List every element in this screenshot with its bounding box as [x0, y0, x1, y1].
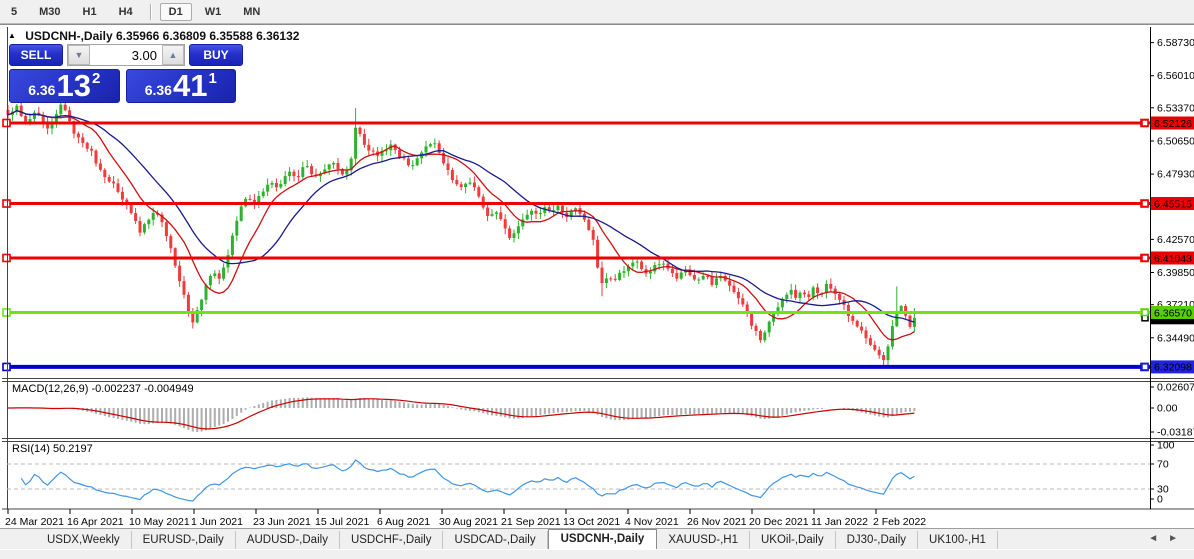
line-anchor-handle[interactable]	[2, 199, 11, 208]
sell-pipette: 2	[91, 70, 101, 87]
line-anchor-handle[interactable]	[2, 118, 11, 128]
price-badge: 6.45515	[1141, 197, 1194, 210]
svg-text:6.36570: 6.36570	[1154, 307, 1192, 319]
chart-tab-ukoil-daily[interactable]: UKOil-,Daily	[750, 531, 836, 549]
price-axis-label: 6.58730	[1157, 37, 1194, 49]
price-badge: 6.36570	[1141, 306, 1194, 319]
price-axis-label: 6.53370	[1157, 102, 1194, 114]
svg-text:6.52126: 6.52126	[1154, 118, 1192, 130]
candles-layer	[6, 93, 916, 367]
date-axis-label: 23 Jun 2021	[253, 516, 311, 528]
chart-tab-usdchf-daily[interactable]: USDCHF-,Daily	[340, 531, 444, 549]
price-axis-label: 6.39850	[1157, 267, 1194, 279]
date-axis-label: 6 Aug 2021	[377, 516, 430, 528]
sell-button[interactable]: SELL	[9, 44, 63, 66]
date-axis-label: 16 Apr 2021	[67, 516, 124, 528]
indicator-axis-label: 100	[1157, 440, 1175, 452]
price-axis-label: 6.34490	[1157, 332, 1194, 344]
chart-tab-xauusd-h1[interactable]: XAUUSD-,H1	[657, 531, 750, 549]
volume-stepper: ▼ ▲	[67, 44, 185, 66]
date-axis-label: 21 Sep 2021	[501, 516, 561, 528]
chart-tab-dj30-daily[interactable]: DJ30-,Daily	[836, 531, 919, 549]
macd-label: MACD(12,26,9) -0.002237 -0.004949	[12, 383, 194, 395]
date-axis-label: 30 Aug 2021	[439, 516, 498, 528]
date-axis-label: 4 Nov 2021	[625, 516, 679, 528]
chart-title: USDCNH-,Daily 6.35966 6.36809 6.35588 6.…	[25, 29, 300, 43]
status-strip	[0, 549, 1194, 559]
price-badge: 6.52126	[1141, 116, 1194, 130]
volume-increase-button[interactable]: ▲	[162, 45, 184, 65]
indicator-axis-label: 0.00	[1157, 403, 1178, 415]
date-axis-label: 13 Oct 2021	[563, 516, 620, 528]
buy-big-figure: 6.36	[144, 82, 172, 98]
date-axis-label: 2 Feb 2022	[873, 516, 926, 528]
chart-tab-bar: USDX,Weekly EURUSD-,Daily AUDUSD-,Daily USD…	[0, 528, 1194, 549]
sell-price-box[interactable]: 6.36 13 2	[9, 69, 120, 103]
volume-decrease-button[interactable]: ▼	[68, 45, 90, 65]
price-axis-label: 6.50650	[1157, 136, 1194, 148]
tab-scroll-right-button[interactable]: ►	[1168, 533, 1188, 544]
one-click-trading-panel: SELL ▼ ▲ BUY 6.36 13 2 6.36 41 1	[9, 44, 243, 103]
collapse-arrow-icon[interactable]: ▲	[8, 31, 16, 40]
chart-tab-usdx-weekly[interactable]: USDX,Weekly	[36, 531, 132, 549]
buy-pipette: 1	[208, 70, 217, 87]
macd-histogram	[11, 397, 916, 432]
indicator-axis-label: 30	[1157, 484, 1169, 496]
date-axis-label: 24 Mar 2021	[5, 516, 64, 528]
toolbar-separator	[149, 3, 152, 20]
indicator-axis-label: -0.031872	[1157, 427, 1194, 439]
chart-tab-eurusd-daily[interactable]: EURUSD-,Daily	[132, 531, 236, 549]
line-anchor-handle[interactable]	[2, 362, 11, 372]
date-axis-label: 15 Jul 2021	[315, 516, 369, 528]
date-axis-label: 11 Jan 2022	[811, 516, 868, 528]
chart-tab-uk100-h1[interactable]: UK100-,H1	[918, 531, 998, 549]
svg-text:6.32098: 6.32098	[1154, 362, 1192, 374]
indicator-axis-label: 70	[1157, 459, 1169, 471]
line-anchor-handle[interactable]	[2, 253, 11, 263]
timeframe-button-w1[interactable]: W1	[204, 5, 222, 18]
rsi-label: RSI(14) 50.2197	[12, 443, 93, 455]
chart-tab-audusd-daily[interactable]: AUDUSD-,Daily	[236, 531, 340, 549]
price-chart[interactable]: 6.58730 6.56010 6.53370 6.50650 6.47930 6.425…	[0, 25, 1194, 529]
buy-pips: 41	[172, 68, 208, 103]
date-axis-label: 20 Dec 2021	[749, 516, 809, 528]
sell-big-figure: 6.36	[28, 82, 56, 98]
buy-button[interactable]: BUY	[189, 44, 243, 66]
date-axis-label: 10 May 2021	[129, 516, 190, 528]
line-anchor-handle[interactable]	[2, 308, 11, 317]
chart-window: ▲ USDCNH-,Daily 6.35966 6.36809 6.35588 …	[0, 24, 1194, 528]
timeframe-button-h4[interactable]: H4	[118, 5, 133, 18]
price-badge: 6.32098	[1141, 360, 1194, 374]
chart-title-row: ▲ USDCNH-,Daily 6.35966 6.36809 6.35588 …	[8, 29, 299, 43]
macd-signal-line	[8, 398, 915, 430]
ma-fast-line	[7, 109, 915, 341]
buy-price-box[interactable]: 6.36 41 1	[125, 68, 236, 103]
sell-pips: 13	[56, 68, 91, 103]
price-axis-label: 6.47930	[1157, 169, 1194, 181]
price-axis-label: 6.56010	[1157, 70, 1194, 82]
tab-scroll-left-button[interactable]: ◄	[1148, 533, 1169, 544]
chart-tab-usdcad-daily[interactable]: USDCAD-,Daily	[443, 531, 548, 549]
ma-slow-line	[7, 109, 915, 323]
price-axis-label: 6.42570	[1157, 234, 1194, 246]
indicator-axis-label: 0.02607	[1157, 382, 1194, 394]
timeframe-button-5[interactable]: 5	[11, 5, 18, 18]
price-badge: 6.41043	[1141, 251, 1194, 265]
timeframe-button-mn[interactable]: MN	[243, 5, 261, 18]
timeframe-button-h1[interactable]: H1	[82, 5, 97, 18]
date-axis-label: 26 Nov 2021	[687, 516, 747, 528]
rsi-line	[20, 459, 915, 502]
volume-input[interactable]	[90, 45, 162, 65]
date-axis-label: 1 Jun 2021	[191, 516, 243, 528]
timeframe-button-d1[interactable]: D1	[159, 2, 192, 21]
svg-text:6.41043: 6.41043	[1154, 253, 1192, 265]
chart-tab-usdcnh-daily[interactable]: USDCNH-,Daily	[547, 529, 658, 549]
svg-text:6.45515: 6.45515	[1154, 198, 1192, 210]
timeframe-toolbar: 5 M30 H1 H4 D1 W1 MN	[0, 0, 1194, 24]
indicator-axis-label: 0	[1157, 494, 1163, 506]
timeframe-button-m30[interactable]: M30	[39, 5, 61, 18]
